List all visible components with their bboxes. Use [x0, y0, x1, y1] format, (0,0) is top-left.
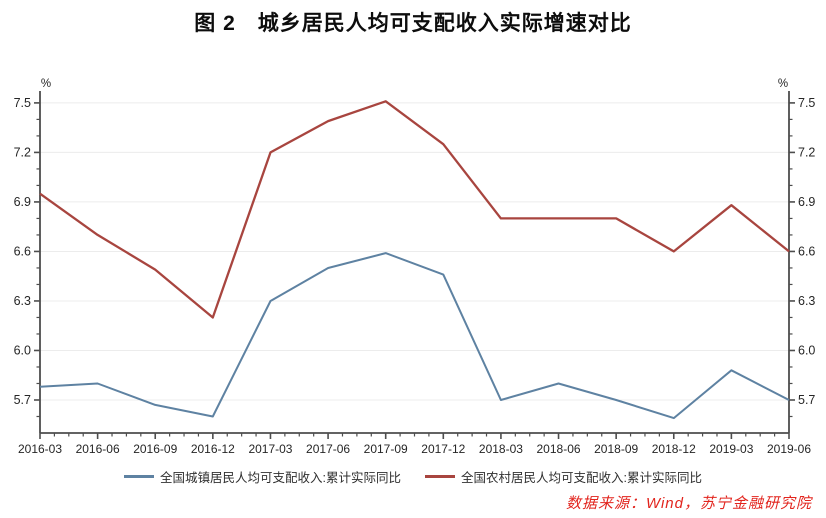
legend-item-urban: 全国城镇居民人均可支配收入:累计实际同比 — [124, 467, 401, 486]
y-tick-label-right: 7.2 — [798, 145, 815, 159]
y-tick-label-right: 6.3 — [798, 294, 815, 308]
x-tick-label: 2016-06 — [76, 442, 120, 456]
y-tick-label-left: 7.5 — [14, 96, 31, 110]
y-tick-label-right: 6.6 — [798, 244, 815, 258]
x-tick-label: 2019-06 — [767, 442, 811, 456]
y-tick-label-left: 6.6 — [14, 244, 31, 258]
y-tick-label-right: 5.7 — [798, 393, 815, 407]
x-tick-label: 2016-09 — [133, 442, 177, 456]
source-note: 数据来源：Wind，苏宁金融研究院 — [565, 495, 812, 512]
y-axis-unit-left: % — [41, 78, 51, 90]
x-tick-label: 2019-03 — [709, 442, 753, 456]
x-tick-label: 2018-09 — [594, 442, 638, 456]
x-tick-label: 2017-09 — [364, 442, 408, 456]
y-tick-label-left: 6.3 — [14, 294, 31, 308]
y-tick-label-left: 6.0 — [14, 343, 31, 357]
urban-legend-label: 全国城镇居民人均可支配收入:累计实际同比 — [160, 470, 401, 485]
x-tick-label: 2016-12 — [191, 442, 235, 456]
x-tick-label: 2018-06 — [537, 442, 581, 456]
legend-item-rural: 全国农村居民人均可支配收入:累计实际同比 — [425, 467, 702, 486]
y-tick-label-left: 7.2 — [14, 145, 31, 159]
y-tick-label-right: 6.9 — [798, 195, 815, 209]
x-tick-label: 2018-03 — [479, 442, 523, 456]
x-tick-label: 2016-03 — [18, 442, 62, 456]
rural-series-line — [39, 100, 790, 319]
x-tick-label: 2018-12 — [652, 442, 696, 456]
chart-title: 图 2 城乡居民人均可支配收入实际增速对比 — [194, 12, 632, 35]
y-tick-label-left: 6.9 — [14, 195, 31, 209]
x-tick-label: 2017-06 — [306, 442, 350, 456]
y-axis-unit-right: % — [778, 78, 788, 90]
y-tick-label-left: 5.7 — [14, 393, 31, 407]
x-tick-label: 2017-12 — [421, 442, 465, 456]
y-tick-label-right: 6.0 — [798, 343, 815, 357]
legend: 全国城镇居民人均可支配收入:累计实际同比 全国农村居民人均可支配收入:累计实际同… — [0, 466, 826, 486]
urban-series-line — [39, 252, 790, 420]
x-tick-label: 2017-03 — [248, 442, 292, 456]
rural-legend-label: 全国农村居民人均可支配收入:累计实际同比 — [461, 470, 702, 485]
rural-line-swatch — [425, 474, 455, 478]
y-tick-label-right: 7.5 — [798, 96, 815, 110]
urban-line-swatch — [124, 474, 155, 478]
